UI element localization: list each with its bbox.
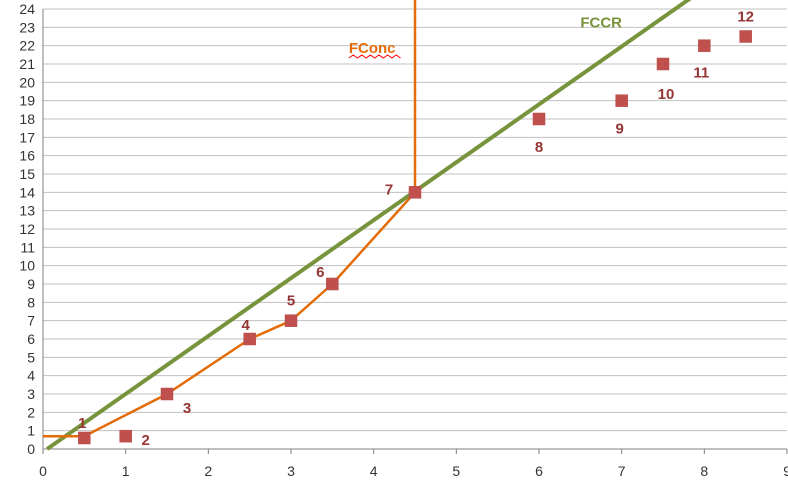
y-tick-label: 0	[27, 441, 35, 457]
series-label-fccr: FCCR	[580, 14, 622, 31]
data-point-marker	[408, 186, 422, 199]
y-tick-label: 22	[19, 38, 35, 54]
data-point-marker	[284, 314, 298, 327]
y-tick-label: 16	[19, 148, 35, 164]
y-tick-label: 2	[27, 404, 35, 420]
x-tick-label: 2	[204, 463, 212, 479]
tick-labels: 0123456789101112131415161718192021222324…	[19, 1, 788, 479]
x-tick-label: 1	[122, 463, 130, 479]
data-point-marker	[119, 429, 132, 443]
y-tick-label: 20	[19, 74, 35, 90]
spellcheck-squiggle	[348, 54, 401, 59]
data-point-label: 1	[78, 415, 86, 432]
y-tick-label: 12	[19, 221, 35, 237]
y-tick-label: 15	[19, 166, 35, 182]
data-point-marker	[532, 112, 546, 126]
y-tick-label: 21	[19, 56, 35, 72]
data-point-label: 10	[658, 86, 675, 103]
y-tick-label: 14	[19, 184, 35, 200]
x-tick-label: 6	[535, 463, 543, 479]
data-point-label: 3	[183, 400, 191, 417]
series-line-fccr	[45, 0, 692, 451]
data-point-label: 12	[737, 9, 754, 26]
data-point-marker	[656, 57, 670, 71]
data-point-marker	[615, 94, 628, 107]
x-tick-label: 0	[39, 463, 47, 479]
y-tick-label: 9	[27, 276, 35, 292]
axes	[42, 9, 788, 454]
data-point-label: 2	[141, 432, 149, 449]
data-point-marker	[243, 332, 256, 346]
data-point-label: 6	[316, 264, 324, 281]
x-tick-label: 8	[700, 463, 708, 479]
y-tick-label: 8	[27, 294, 35, 310]
data-point-label: 5	[287, 293, 295, 310]
series-label-fconc: FConc	[349, 40, 396, 57]
data-point-label: 4	[241, 317, 250, 334]
y-tick-label: 10	[19, 258, 35, 274]
data-point-marker	[78, 431, 91, 445]
y-tick-label: 24	[19, 1, 35, 17]
y-tick-label: 3	[27, 386, 35, 402]
x-tick-label: 5	[452, 463, 460, 479]
data-point-label: 7	[385, 181, 393, 198]
y-tick-label: 23	[19, 19, 35, 35]
y-tick-label: 4	[27, 368, 35, 384]
data-point-marker	[160, 387, 174, 401]
data-point-marker	[326, 277, 339, 291]
data-point-label: 8	[535, 139, 543, 156]
x-tick-label: 3	[287, 463, 295, 479]
y-tick-label: 19	[19, 93, 35, 109]
series-line-fconc	[43, 0, 417, 438]
data-point-marker	[739, 30, 752, 43]
y-tick-label: 5	[27, 349, 35, 365]
data-point-label: 11	[693, 65, 709, 82]
y-tick-label: 7	[27, 313, 35, 329]
data-point-label: 9	[615, 121, 623, 138]
data-markers	[78, 30, 752, 445]
y-tick-label: 18	[19, 111, 35, 127]
data-point-marker	[698, 39, 711, 52]
series-lines	[43, 0, 692, 451]
y-tick-label: 17	[19, 129, 35, 145]
x-tick-label: 7	[618, 463, 626, 479]
y-tick-label: 13	[19, 203, 35, 219]
x-tick-label: 9	[783, 463, 788, 479]
y-tick-label: 6	[27, 331, 35, 347]
y-tick-label: 1	[27, 423, 35, 439]
y-tick-label: 11	[20, 239, 35, 255]
x-tick-label: 4	[370, 463, 378, 479]
